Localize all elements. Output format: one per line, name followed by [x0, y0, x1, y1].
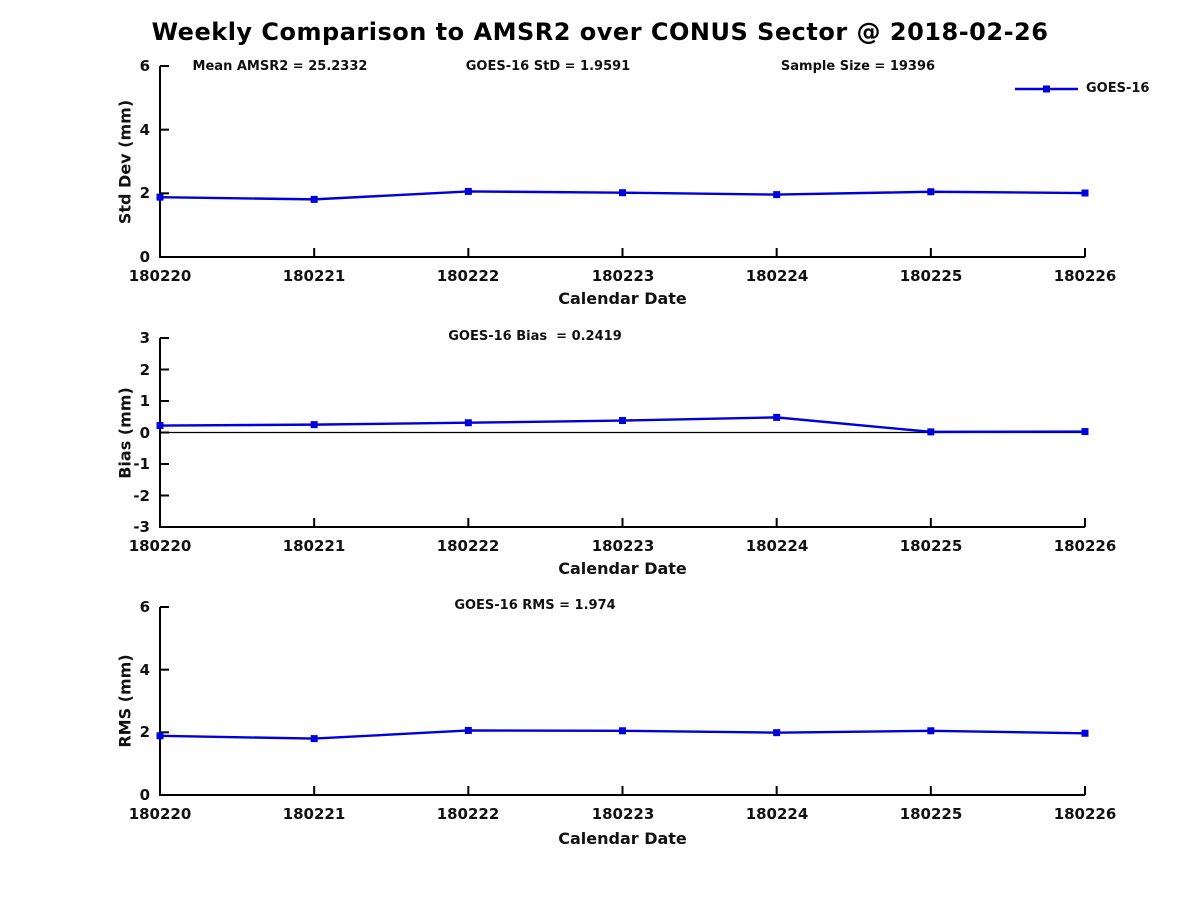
data-marker [464, 726, 472, 734]
data-marker [927, 188, 935, 196]
y-axis-label-std-dev: Std Dev (mm) [115, 99, 135, 225]
x-axis-label-panel2: Calendar Date [558, 559, 687, 578]
data-marker [619, 189, 626, 197]
annotation-sample-size: Sample Size = 19396 [780, 59, 936, 74]
y-axis-label-rms: RMS (mm) [115, 654, 135, 748]
data-marker [310, 735, 318, 743]
data-marker [773, 191, 781, 199]
panel-std-dev [156, 65, 1089, 258]
annotation-goes16-std: GOES-16 StD = 1.9591 [465, 59, 631, 74]
panel-bias [156, 337, 1089, 528]
y-axis-label-bias: Bias (mm) [115, 387, 135, 479]
data-marker [1081, 428, 1089, 436]
data-marker [156, 193, 164, 201]
annotation-goes16-bias: GOES-16 Bias = 0.2419 [448, 329, 622, 344]
data-marker [927, 428, 935, 436]
axis-line [159, 607, 1085, 796]
data-marker [1081, 189, 1089, 197]
x-axis-label-panel3: Calendar Date [558, 829, 687, 848]
annotation-mean-amsr2: Mean AMSR2 = 25.2332 [192, 59, 368, 74]
data-marker [156, 732, 164, 740]
x-axis-label-panel1: Calendar Date [558, 289, 687, 308]
data-marker [310, 195, 318, 203]
axis-line [159, 66, 1085, 258]
legend-series-label: GOES-16 [1086, 81, 1150, 96]
data-marker [927, 727, 935, 735]
data-marker [464, 419, 472, 427]
data-marker [310, 421, 318, 429]
data-marker [464, 187, 472, 195]
legend [1015, 85, 1078, 93]
data-marker [1081, 729, 1089, 737]
figure-title: Weekly Comparison to AMSR2 over CONUS Se… [151, 18, 1049, 46]
annotation-goes16-rms: GOES-16 RMS = 1.974 [454, 598, 616, 613]
data-marker [773, 729, 781, 737]
data-marker [619, 727, 626, 735]
legend-marker [1043, 85, 1050, 93]
data-marker [156, 422, 164, 430]
panel-rms [156, 606, 1089, 796]
data-marker [619, 417, 626, 425]
data-marker [773, 413, 781, 421]
